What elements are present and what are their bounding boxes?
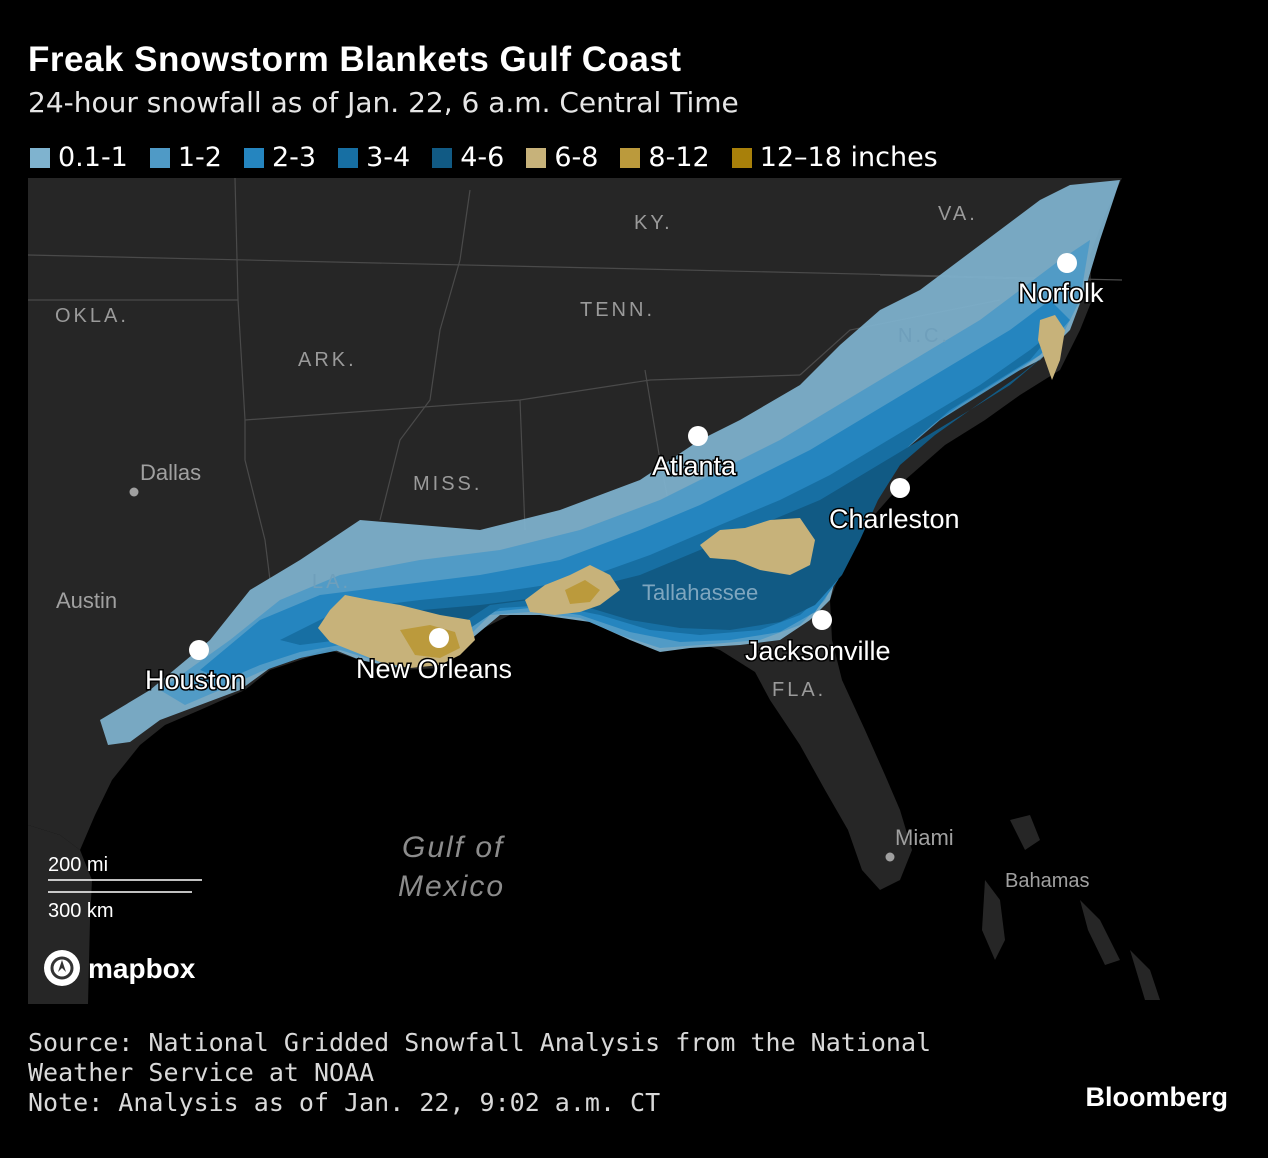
legend-label-5: 6-8 <box>554 142 599 173</box>
norfolk-marker[interactable] <box>1057 253 1077 273</box>
legend-item-6: 8-12 <box>620 142 710 173</box>
legend-label-4: 4-6 <box>460 142 505 173</box>
scale-label-km: 300 km <box>48 900 114 922</box>
legend-label-1: 1-2 <box>177 142 222 173</box>
jacksonville-marker[interactable] <box>812 610 832 630</box>
gulf-label-line1: Gulf of <box>402 831 505 864</box>
charleston-marker[interactable] <box>890 478 910 498</box>
snow-band-4-6 <box>320 355 1045 642</box>
legend-label-3: 3-4 <box>366 142 411 173</box>
state-label-nc: N.C. <box>898 325 950 347</box>
legend: 0.1-1 1-2 2-3 3-4 4-6 6-8 8-12 12–18 inc… <box>30 142 960 173</box>
legend-swatch-4 <box>432 147 453 168</box>
mapbox-attribution[interactable]: mapbox <box>44 950 196 986</box>
minor-cities: Dallas Austin Tallahassee Miami Bahamas <box>56 460 1090 892</box>
state-label-ky: KY. <box>634 212 673 234</box>
map-svg: KY. VA. TENN. OKLA. ARK. MISS. N.C. LA. … <box>28 178 1268 1004</box>
legend-swatch-6 <box>620 147 641 168</box>
snow-6-8-georgia <box>700 518 815 575</box>
miami-marker <box>885 852 895 862</box>
border-ms-al <box>519 399 526 531</box>
gulf-label: Gulf of Mexico <box>398 831 505 903</box>
chart-title: Freak Snowstorm Blankets Gulf Coast <box>28 40 682 79</box>
state-labels: KY. VA. TENN. OKLA. ARK. MISS. N.C. LA. … <box>55 203 978 701</box>
city-label-norfolk: Norfolk <box>1018 278 1104 308</box>
dallas-marker <box>129 487 139 497</box>
legend-item-7: 12–18 inches <box>731 142 938 173</box>
state-label-okla: OKLA. <box>55 305 129 327</box>
land-bahamas-4 <box>1130 950 1160 1000</box>
state-label-fla: FLA. <box>772 679 826 701</box>
new-orleans-marker[interactable] <box>429 628 449 648</box>
mapbox-logo-ring <box>50 956 74 980</box>
city-label-dallas: Dallas <box>140 460 201 485</box>
legend-item-1: 1-2 <box>149 142 222 173</box>
footer: Source: National Gridded Snowfall Analys… <box>28 1028 1018 1118</box>
border-tx-la <box>244 420 271 581</box>
legend-item-2: 2-3 <box>243 142 317 173</box>
legend-item-0: 0.1-1 <box>30 142 128 173</box>
legend-swatch-0 <box>30 147 50 168</box>
major-cities: Norfolk Atlanta Charleston Jacksonville … <box>144 253 1106 697</box>
land-bahamas-3 <box>1080 900 1120 965</box>
city-label-atlanta: Atlanta <box>652 451 737 481</box>
analysis-note: Note: Analysis as of Jan. 22, 9:02 a.m. … <box>28 1088 661 1117</box>
snowfall-bands <box>100 180 1120 745</box>
legend-swatch-5 <box>526 147 547 168</box>
source-note: Source: National Gridded Snowfall Analys… <box>28 1028 932 1087</box>
legend-swatch-7 <box>731 147 752 168</box>
mapbox-logo-star <box>58 960 66 972</box>
chart-subtitle: 24-hour snowfall as of Jan. 22, 6 a.m. C… <box>28 86 739 119</box>
city-label-bahamas: Bahamas <box>1005 870 1090 892</box>
legend-label-0: 0.1-1 <box>58 142 128 173</box>
scale-bar: 200 mi 300 km <box>48 854 202 922</box>
state-label-ark: ARK. <box>298 349 357 371</box>
city-label-tallahassee: Tallahassee <box>642 580 758 605</box>
city-label-austin: Austin <box>56 588 117 613</box>
city-label-miami: Miami <box>895 825 954 850</box>
city-label-jacksonville: Jacksonville <box>745 636 891 666</box>
city-label-houston: Houston <box>145 665 246 695</box>
land-bahamas-2 <box>1010 815 1040 850</box>
legend-label-2: 2-3 <box>271 142 317 173</box>
scale-label-mi: 200 mi <box>48 854 108 876</box>
mapbox-wordmark: mapbox <box>88 953 196 984</box>
houston-marker[interactable] <box>189 640 209 660</box>
state-label-miss: MISS. <box>413 473 482 495</box>
map[interactable]: KY. VA. TENN. OKLA. ARK. MISS. N.C. LA. … <box>28 178 1268 1004</box>
city-label-new-orleans: New Orleans <box>356 654 512 684</box>
city-label-charleston: Charleston <box>829 504 960 534</box>
snow-8-12-mobile <box>565 580 600 604</box>
state-label-tenn: TENN. <box>580 299 655 321</box>
legend-swatch-3 <box>338 147 359 168</box>
state-label-la: LA. <box>312 571 351 593</box>
state-label-va: VA. <box>938 203 978 225</box>
gulf-label-line2: Mexico <box>398 870 505 903</box>
legend-item-4: 4-6 <box>432 142 504 173</box>
snow-6-8-nc <box>1038 315 1065 380</box>
border-la-ms-north <box>244 374 801 421</box>
bloomberg-logo: Bloomberg <box>1085 1082 1228 1112</box>
border-mississippi-river <box>379 189 471 521</box>
legend-item-3: 3-4 <box>338 142 410 173</box>
legend-swatch-2 <box>243 147 264 168</box>
atlanta-marker[interactable] <box>688 426 708 446</box>
legend-item-5: 6-8 <box>526 142 598 173</box>
land-bahamas-1 <box>982 880 1005 960</box>
legend-swatch-1 <box>149 147 170 168</box>
legend-label-6: 8-12 <box>648 142 710 173</box>
legend-label-7: 12–18 inches <box>759 142 938 173</box>
snow-band-2-3 <box>200 300 1070 680</box>
